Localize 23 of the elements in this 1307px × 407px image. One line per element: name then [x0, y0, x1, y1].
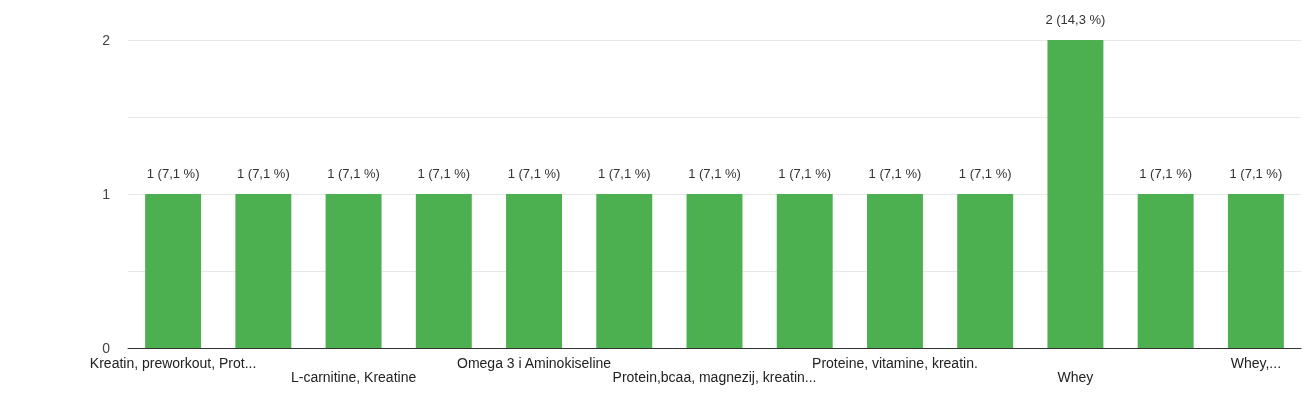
data-label: 1 (7,1 %)	[236, 166, 290, 181]
x-tick-label: Whey,...	[1230, 355, 1282, 371]
x-tick-label: Proteine, vitamine, kreatin.	[812, 355, 978, 371]
x-tick-label: L-carnitine, Kreatine	[290, 369, 417, 385]
data-label: 1 (7,1 %)	[417, 166, 471, 181]
data-label: 2 (14,3 %)	[1045, 12, 1106, 27]
data-label: 1 (7,1 %)	[958, 166, 1012, 181]
data-label: 1 (7,1 %)	[778, 166, 832, 181]
data-label: 1 (7,1 %)	[868, 166, 922, 181]
x-tick-label: Whey	[1057, 369, 1094, 385]
data-label: 1 (7,1 %)	[688, 166, 741, 181]
x-tick-label: Protein,bcaa, magnezij, kreatin...	[612, 369, 817, 385]
y-tick-label: 2	[102, 32, 111, 48]
data-label: 1 (7,1 %)	[327, 166, 380, 181]
x-tick-label: Omega 3 i Aminokiseline	[457, 355, 612, 371]
y-tick-label: 0	[102, 340, 111, 356]
data-label: 1 (7,1 %)	[1139, 166, 1193, 181]
data-label: 1 (7,1 %)	[146, 166, 200, 181]
x-tick-label: Kreatin, preworkout, Prot...	[89, 355, 257, 371]
data-label: 1 (7,1 %)	[597, 166, 651, 181]
y-tick-label: 1	[102, 186, 111, 202]
data-label: 1 (7,1 %)	[507, 166, 561, 181]
data-label: 1 (7,1 %)	[1229, 166, 1283, 181]
